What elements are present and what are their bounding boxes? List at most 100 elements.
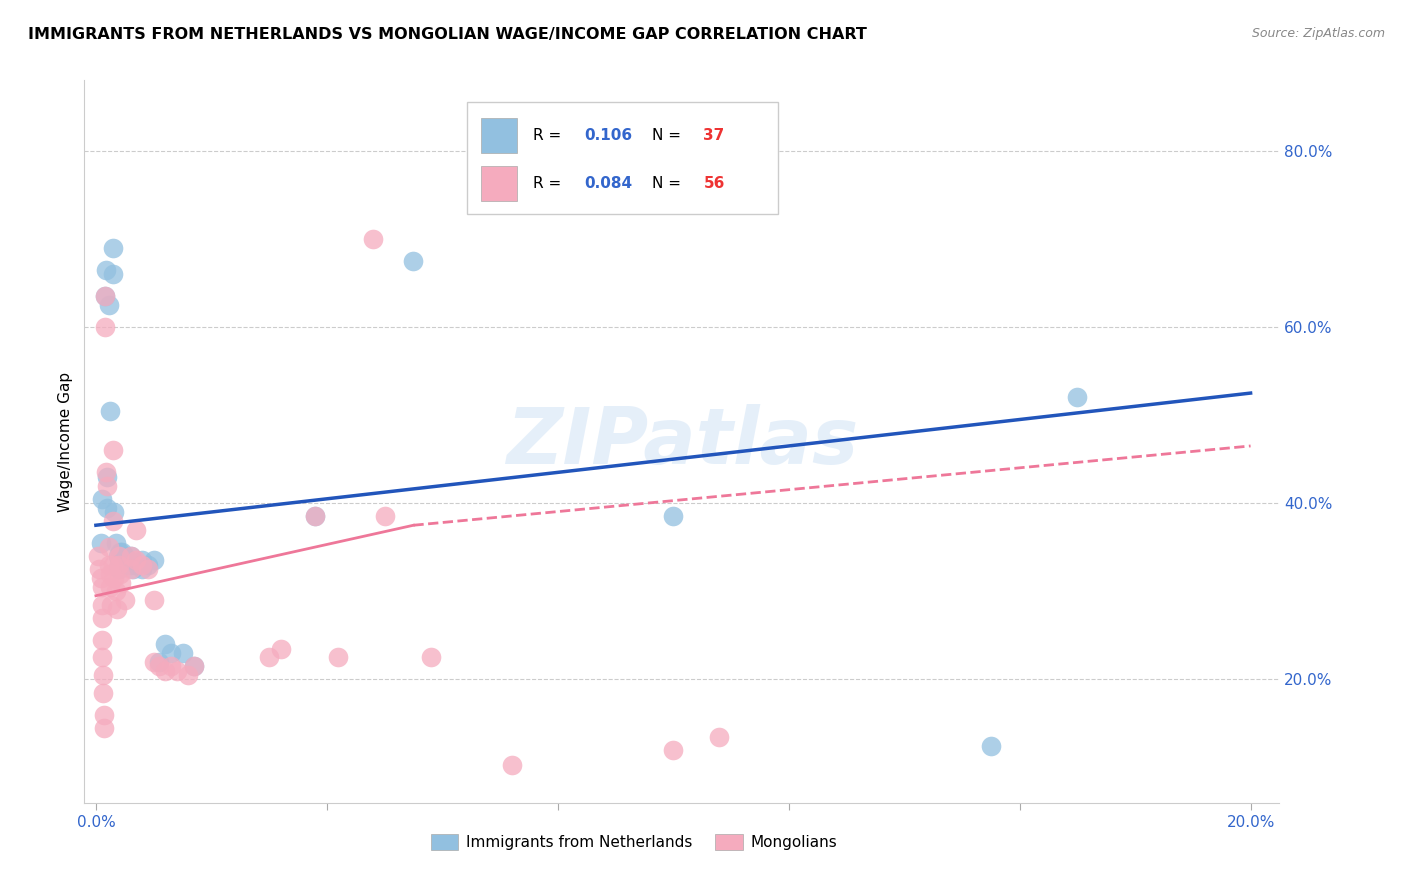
Point [98, 403, 121, 417]
Point [120, 562, 142, 576]
Legend: Immigrants from Netherlands, Mongolians: Immigrants from Netherlands, Mongolians [425, 829, 844, 856]
Point [709, 730, 731, 744]
Point [94, 320, 117, 334]
Point [122, 562, 145, 576]
Point [120, 549, 142, 563]
Point [136, 562, 159, 576]
Point [90, 598, 112, 612]
Point [90, 611, 112, 625]
Point [108, 558, 131, 572]
FancyBboxPatch shape [467, 102, 778, 214]
Point [114, 549, 136, 563]
Point [177, 668, 200, 682]
Point [98, 566, 121, 581]
Point [131, 553, 153, 567]
Text: N =: N = [652, 176, 686, 191]
Text: 0.084: 0.084 [583, 176, 633, 191]
Point [183, 659, 205, 673]
Text: N =: N = [652, 128, 686, 143]
Point [183, 659, 205, 673]
Point [166, 664, 188, 678]
Point [105, 536, 128, 550]
Point [96, 500, 118, 515]
Point [131, 558, 153, 572]
Text: 0.106: 0.106 [583, 128, 633, 143]
Point [117, 553, 139, 567]
Point [103, 558, 125, 572]
Point [90, 491, 112, 506]
Text: IMMIGRANTS FROM NETHERLANDS VS MONGOLIAN WAGE/INCOME GAP CORRELATION CHART: IMMIGRANTS FROM NETHERLANDS VS MONGOLIAN… [28, 27, 868, 42]
FancyBboxPatch shape [481, 118, 517, 153]
Point [153, 637, 176, 651]
Point [104, 584, 127, 599]
Point [89, 562, 111, 576]
Point [89, 536, 111, 550]
Point [103, 267, 125, 281]
Point [93, 721, 115, 735]
Point [97, 558, 120, 572]
Point [108, 562, 131, 576]
Point [304, 509, 326, 524]
Point [96, 262, 118, 277]
Point [501, 758, 523, 772]
Text: ZIPatlas: ZIPatlas [506, 403, 858, 480]
Point [89, 571, 111, 585]
Point [120, 558, 142, 572]
Point [328, 650, 350, 665]
Point [142, 553, 165, 567]
Point [93, 289, 115, 303]
Point [110, 575, 132, 590]
Point [91, 686, 114, 700]
Point [125, 523, 148, 537]
Point [96, 466, 118, 480]
Text: R =: R = [533, 128, 565, 143]
Point [662, 743, 685, 757]
Point [980, 739, 1002, 753]
Text: 37: 37 [703, 128, 724, 143]
Point [361, 232, 384, 246]
Y-axis label: Wage/Income Gap: Wage/Income Gap [58, 371, 73, 512]
Point [125, 558, 148, 572]
Text: R =: R = [533, 176, 565, 191]
Point [103, 571, 125, 585]
Point [90, 580, 112, 594]
Point [96, 470, 118, 484]
Point [136, 558, 159, 572]
Point [107, 549, 129, 563]
Text: Source: ZipAtlas.com: Source: ZipAtlas.com [1251, 27, 1385, 40]
Point [108, 549, 131, 563]
Point [153, 664, 176, 678]
Text: 56: 56 [703, 176, 725, 191]
Point [91, 668, 114, 682]
Point [1066, 391, 1088, 405]
Point [97, 541, 120, 555]
Point [374, 509, 396, 524]
Point [103, 505, 125, 519]
Point [90, 650, 112, 665]
Point [90, 632, 112, 647]
Point [108, 566, 131, 581]
Point [103, 443, 125, 458]
Point [105, 602, 128, 616]
Point [96, 478, 118, 492]
Point [304, 509, 326, 524]
Point [270, 641, 292, 656]
Point [97, 298, 120, 312]
Point [93, 707, 115, 722]
Point [125, 553, 148, 567]
Point [402, 253, 425, 268]
Point [662, 509, 685, 524]
Point [87, 549, 110, 563]
Point [172, 646, 194, 660]
Point [103, 241, 125, 255]
Point [93, 289, 115, 303]
Point [108, 544, 131, 558]
Point [111, 544, 134, 558]
Point [142, 593, 165, 607]
FancyBboxPatch shape [481, 166, 517, 201]
Point [108, 558, 131, 572]
Point [257, 650, 280, 665]
Point [148, 659, 170, 673]
Point [120, 549, 142, 563]
Point [114, 593, 136, 607]
